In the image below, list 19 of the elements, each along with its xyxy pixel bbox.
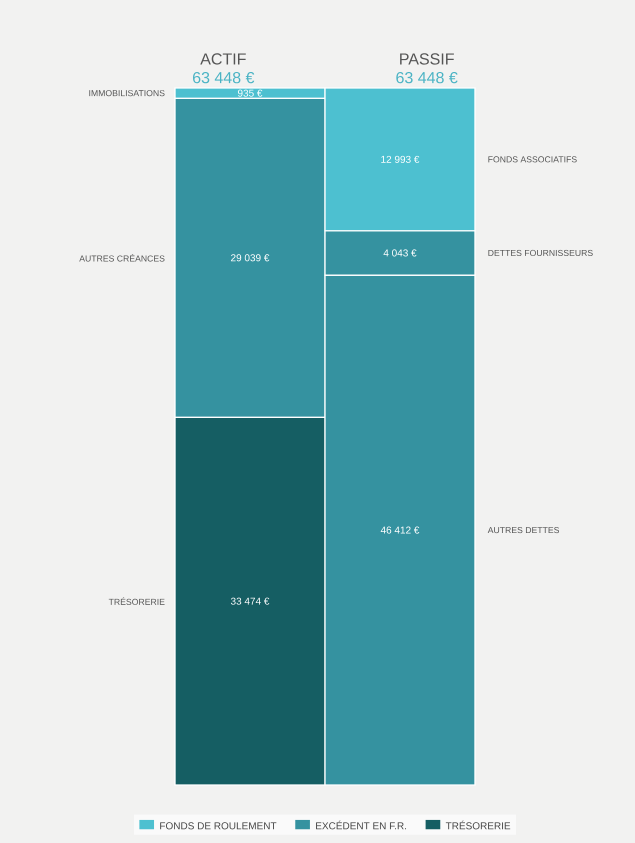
x-tick-label: PASSIF — [400, 53, 454, 65]
annotation: IMMOBILISATIONS — [89, 90, 165, 96]
data-label: 935 € — [238, 90, 262, 97]
data-label: 4 043 € — [384, 249, 417, 256]
annotation: AUTRES DETTES — [488, 527, 560, 534]
annotation: TRÉSORERIE — [108, 597, 165, 605]
x-tick-label: ACTIF — [200, 53, 246, 65]
data-label: 29 039 € — [231, 254, 270, 262]
legend-label: FONDS DE ROULEMENT — [160, 822, 276, 830]
data-label: 12 993 € — [381, 156, 420, 163]
legend-label: TRÉSORERIE — [446, 820, 510, 830]
data-label: 46 412 € — [380, 526, 420, 534]
text: EXCÉDENT EN F.R. — [316, 820, 406, 830]
total-label: 63 448 € — [396, 72, 458, 84]
annotation: AUTRES CRÉANCES — [79, 254, 165, 262]
annotation: FONDS ASSOCIATIFS — [488, 156, 577, 162]
total-label: 63 448 € — [193, 72, 254, 84]
data-label: 33 474 € — [230, 598, 270, 605]
annotation: DETTES FOURNISSEURS — [488, 250, 593, 256]
